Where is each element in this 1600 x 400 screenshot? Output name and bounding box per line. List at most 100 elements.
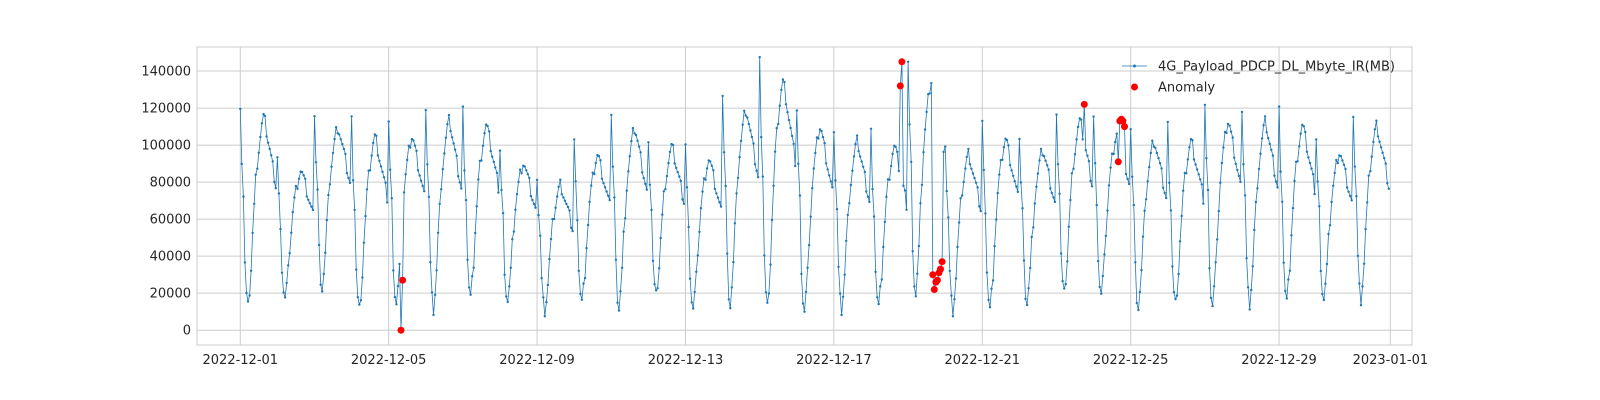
series-point [488,130,491,133]
series-point [1076,125,1080,129]
series-point [1310,167,1313,170]
series-point [781,78,785,81]
series-point [239,107,242,111]
series-point [271,160,274,163]
series-point [953,298,956,301]
series-point [1112,152,1115,156]
series-point [407,144,410,147]
series-point [563,199,567,202]
series-point [1004,137,1007,140]
series-point [512,230,516,233]
anomaly-point [397,326,405,334]
series-point [613,196,616,199]
series-point [964,167,967,170]
series-point [724,184,727,188]
series-point [282,291,285,294]
series-point [944,145,947,148]
series-point [492,160,495,164]
series-point [1281,200,1284,203]
series-point [1257,167,1261,171]
series-point [539,234,542,237]
series-point [304,177,307,180]
series-point [409,146,412,149]
series-point [1103,253,1106,256]
series-point [469,293,472,296]
series-point [942,150,945,154]
series-point [1299,132,1302,135]
series-point [733,222,737,225]
series-point [328,183,332,186]
series-point [1339,155,1343,158]
series-point [690,301,693,304]
series-point [256,167,259,170]
series-point [532,202,536,206]
series-point [378,159,381,163]
series-point [993,244,996,248]
series-point [353,208,356,212]
series-point [797,162,800,165]
series-point [1304,130,1307,134]
series-point [770,218,774,222]
series-point [600,177,604,180]
series-point [586,223,590,227]
series-point [279,227,282,231]
series-point [1135,301,1139,305]
series-point [838,292,842,295]
series-point [436,231,440,234]
series-point [1160,167,1163,170]
series-point [820,129,823,133]
series-point [1318,205,1321,208]
series-point [424,108,427,112]
series-point [1030,235,1033,239]
series-point [1279,170,1282,173]
series-point [1233,156,1236,159]
series-point [1352,115,1355,119]
series-point [818,128,822,131]
series-point [1109,166,1112,169]
series-point [879,285,882,288]
series-point [865,190,868,193]
series-point [826,168,829,171]
series-point [1362,262,1366,265]
series-point [1025,303,1029,307]
series-point [560,193,563,196]
series-point [382,176,386,179]
series-point [1228,124,1231,127]
series-point [1149,151,1153,155]
series-point [1063,287,1066,290]
series-point [1293,179,1296,183]
series-point [845,239,848,243]
series-point [548,257,551,261]
series-point [452,142,455,145]
series-point [888,178,891,181]
series-point [368,169,372,172]
series-point [565,202,568,206]
series-point [569,226,573,229]
series-point [710,164,713,167]
legend-anomaly-marker [1131,83,1138,91]
series-point [874,270,877,274]
series-point [1333,171,1336,175]
series-point [1169,209,1173,212]
series-point [1369,170,1372,173]
series-point [668,150,672,154]
series-point [588,200,591,204]
series-point [480,159,483,162]
legend-label-anomaly: Anomaly [1158,81,1215,96]
series-point [392,269,395,272]
series-point [1265,131,1268,134]
series-point [543,315,546,318]
series-point [1101,274,1105,278]
series-point [1064,282,1067,286]
series-point [862,165,865,168]
series-point [1259,152,1262,155]
series-layer [239,56,1391,334]
series-point [956,245,959,249]
series-point [350,115,353,118]
series-point [520,172,523,175]
series-point [696,254,699,257]
series-point [661,213,664,216]
series-point [792,142,795,146]
series-point [535,178,539,182]
